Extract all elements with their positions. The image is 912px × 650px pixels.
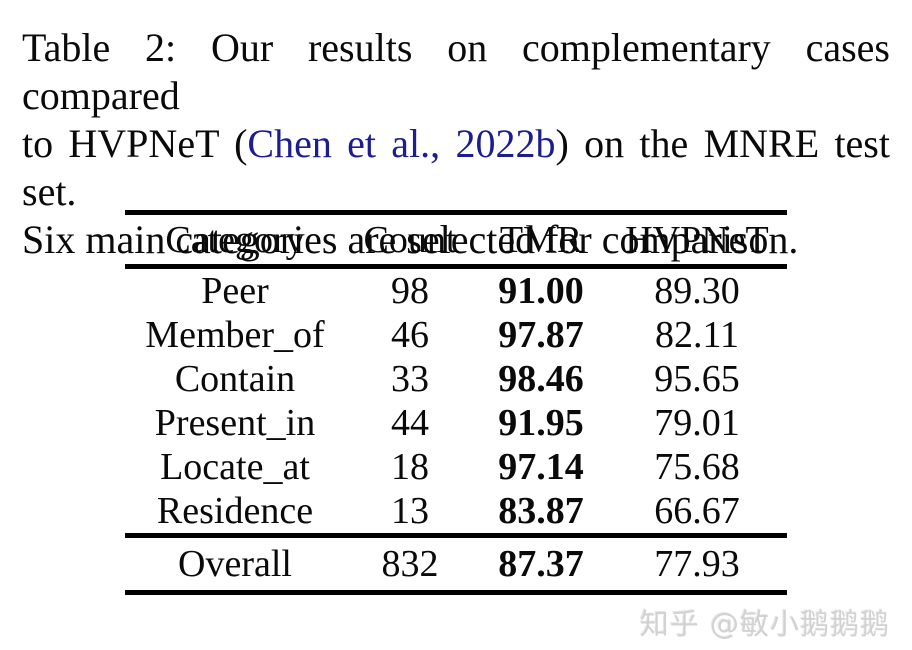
header-count: Count <box>363 218 457 261</box>
cell-category: Member_of <box>145 314 325 356</box>
zhihu-watermark: 知乎 @敏小鹅鹅鹅 <box>639 607 890 641</box>
table-row: Peer 98 91.00 89.30 <box>125 267 787 314</box>
cell-hvpnet: 89.30 <box>654 270 740 312</box>
cell-count: 98 <box>391 270 429 312</box>
table-row: Residence 13 83.87 66.67 <box>125 489 787 536</box>
table-row: Contain 33 98.46 95.65 <box>125 357 787 401</box>
table-row: Locate_at 18 97.14 75.68 <box>125 445 787 489</box>
caption-line-2-suffix: ) on the MNRE test set. <box>22 121 890 214</box>
cell-count: 46 <box>391 314 429 356</box>
table-header: Category Count TMR HVPNeT <box>125 212 787 267</box>
cell-tmr: 91.00 <box>498 270 584 312</box>
caption-line-2: to HVPNeT (Chen et al., 2022b) on the MN… <box>22 120 890 216</box>
overall-row: Overall 832 87.37 77.93 <box>125 536 787 593</box>
cell-count: 13 <box>391 490 429 532</box>
cell-tmr: 97.14 <box>498 446 584 488</box>
cell-category: Present_in <box>154 402 316 444</box>
cell-tmr: 87.37 <box>498 543 584 585</box>
table-footer: Overall 832 87.37 77.93 <box>125 536 787 593</box>
cell-tmr: 83.87 <box>498 490 584 532</box>
cell-hvpnet: 77.93 <box>654 543 740 585</box>
cell-category: Residence <box>156 490 314 532</box>
cell-count: 832 <box>381 543 439 585</box>
cell-category: Peer <box>201 270 269 312</box>
cell-hvpnet: 79.01 <box>654 402 740 444</box>
cell-category: Locate_at <box>160 446 310 488</box>
results-table: Category Count TMR HVPNeT Peer 98 91.00 … <box>125 210 787 595</box>
header-row: Category Count TMR HVPNeT <box>125 213 787 267</box>
cell-hvpnet: 95.65 <box>654 358 740 400</box>
cell-tmr: 97.87 <box>498 314 584 356</box>
cell-hvpnet: 75.68 <box>654 446 740 488</box>
cell-category: Overall <box>178 543 292 585</box>
cell-tmr: 91.95 <box>498 402 584 444</box>
caption-line-3: Six main categories are selected for com… <box>22 217 799 262</box>
citation-link[interactable]: Chen et al., 2022b <box>247 121 556 166</box>
cell-tmr: 98.46 <box>498 358 584 400</box>
table-caption: Table 2: Our results on complementary ca… <box>22 24 890 264</box>
caption-line-1: Table 2: Our results on complementary ca… <box>22 25 890 118</box>
cell-count: 18 <box>391 446 429 488</box>
cell-count: 44 <box>391 402 429 444</box>
cell-count: 33 <box>391 358 429 400</box>
table-row: Present_in 44 91.95 79.01 <box>125 401 787 445</box>
header-tmr: TMR <box>499 218 583 261</box>
cell-hvpnet: 66.67 <box>654 490 740 532</box>
header-category: Category <box>165 218 305 261</box>
cell-category: Contain <box>174 358 296 400</box>
caption-line-2-prefix: to HVPNeT ( <box>22 121 248 166</box>
header-hvpnet: HVPNeT <box>625 218 769 261</box>
table-body: Peer 98 91.00 89.30 Member_of 46 97.87 8… <box>125 267 787 536</box>
cell-hvpnet: 82.11 <box>654 314 740 356</box>
table-row: Member_of 46 97.87 82.11 <box>125 313 787 357</box>
